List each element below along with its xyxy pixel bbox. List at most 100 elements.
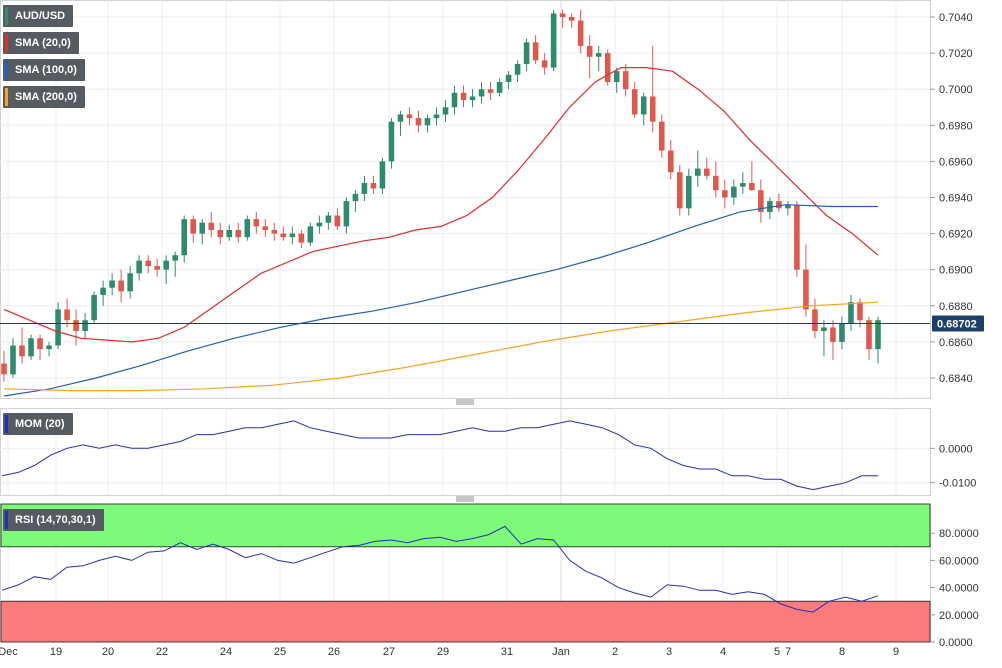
candle-up [731,186,737,198]
candle-down [713,175,719,191]
candle-down [586,45,593,57]
candle-down [794,204,800,270]
candle-up [469,96,476,101]
candle-up [91,294,97,321]
x-tick-label: 27 [383,646,395,658]
candle-down [460,92,467,101]
candle-down [532,42,539,61]
candle-down [271,229,278,234]
mom-line [1,420,878,491]
sma200-line [3,301,879,392]
candle-down [758,190,764,212]
candle-up [28,338,34,357]
y-tick-label: 0.6860 [939,337,973,349]
candle-up [685,175,692,209]
x-tick-label: 26 [328,646,340,658]
legend-rsi[interactable]: RSI (14,70,30,1) [3,509,104,531]
candle-up [82,320,88,332]
candle-up [343,201,350,227]
x-tick-label: Dec [0,646,18,658]
y-tick-label: 0.6900 [939,265,973,277]
y-tick-label-mom: 0.0000 [939,443,973,455]
y-tick-label: 0.6940 [939,192,973,204]
candle-up [514,63,521,75]
candle-up [325,215,332,223]
legend-label-instrument: AUD/USD [15,10,66,22]
y-tick-label-rsi: 20.0000 [939,610,979,622]
legend-instrument[interactable]: AUD/USD [3,5,74,27]
candle-up [46,345,52,350]
x-tick-label: 29 [437,646,449,658]
legend-mom[interactable]: MOM (20) [3,413,73,435]
y-tick-label-rsi: 80.0000 [939,528,979,540]
candle-down [145,260,151,267]
candle-up [361,183,368,194]
candle-up [226,229,233,238]
panel-frame-main [0,0,931,399]
candle-up [307,226,314,243]
candle-up [424,118,431,126]
legend-swatch-sma20 [5,34,8,52]
candle-up [505,74,512,82]
candle-up [785,204,791,209]
candle-up [848,302,854,324]
y-tick-label: 0.7020 [939,48,973,60]
legend-swatch-sma200 [5,88,8,106]
candle-down [190,219,197,234]
candle-up [109,280,115,288]
x-tick-label: 20 [102,646,114,658]
candle-up [433,114,440,119]
last-price-box [932,315,984,332]
candle-down [298,233,305,243]
candle-up [496,81,503,93]
legend-sma100[interactable]: SMA (100,0) [3,59,85,81]
candle-down [487,89,494,93]
candle-up [289,233,296,238]
candle-up [199,222,206,234]
y-tick-label: 0.7000 [939,84,973,96]
candle-up [821,327,827,332]
candle-down [235,229,242,238]
candle-up [740,183,746,187]
legend-label-sma100: SMA (100,0) [15,64,77,76]
y-tick-label-rsi: 60.0000 [939,555,979,567]
legend-sma20[interactable]: SMA (20,0) [3,32,79,54]
legend-sma200[interactable]: SMA (200,0) [3,86,85,108]
y-tick-label: 0.6840 [939,373,973,385]
candle-down [568,17,575,21]
candle-down [857,302,863,321]
candle-down [658,121,665,151]
legend-label-sma20: SMA (20,0) [15,37,71,49]
x-tick-label: 31 [501,646,513,658]
candle-down [559,13,566,18]
candle-down [631,89,638,115]
candle-down [803,269,809,310]
y-tick-label: 0.7040 [939,12,973,24]
x-tick-label: 9 [893,646,899,658]
candle-up [181,219,187,256]
candle-down [19,345,25,357]
candle-down [334,215,341,227]
candle-up [478,89,485,97]
x-tick-label: 22 [156,646,168,658]
candle-down [830,327,836,342]
candle-up [839,323,845,342]
candle-up [695,168,701,176]
candle-down [415,118,422,126]
candle-down [776,201,782,209]
y-tick-label: 0.6880 [939,301,973,313]
candle-down [208,222,215,230]
legend-label-sma200: SMA (200,0) [15,91,77,103]
legend-swatch-sma100 [5,61,8,79]
y-tick-label-rsi: 0.0000 [939,637,973,649]
candle-up [316,222,323,227]
candle-down [154,266,160,270]
legend-label-rsi: RSI (14,70,30,1) [15,514,96,526]
x-tick-label: Jan [552,646,570,658]
candle-up [136,260,142,274]
legend-swatch-mom [5,415,8,433]
candle-up [127,273,133,292]
candle-down [866,320,872,350]
candle-down [667,150,674,173]
